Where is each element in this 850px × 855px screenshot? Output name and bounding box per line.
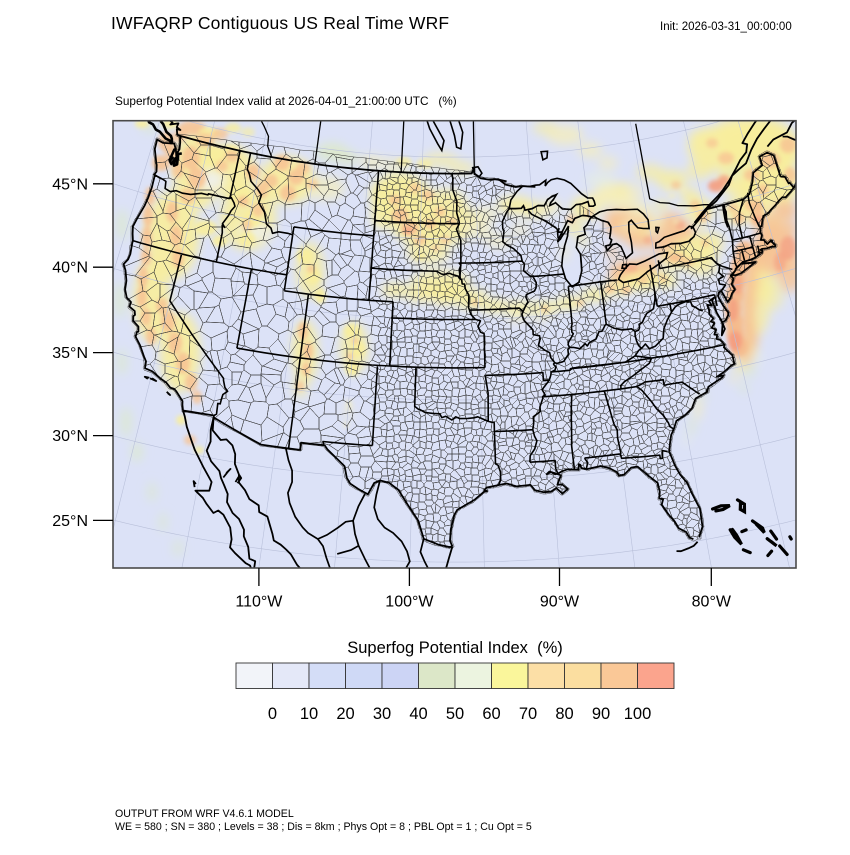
svg-text:Superfog Potential Index (%): Superfog Potential Index (%)	[347, 639, 563, 657]
svg-text:50: 50	[446, 705, 464, 723]
svg-text:40°N: 40°N	[52, 260, 88, 277]
svg-text:90°W: 90°W	[540, 594, 580, 611]
svg-text:100°W: 100°W	[385, 594, 434, 611]
svg-text:10: 10	[300, 705, 318, 723]
svg-text:70: 70	[519, 705, 537, 723]
svg-text:20: 20	[336, 705, 354, 723]
svg-text:60: 60	[482, 705, 500, 723]
svg-text:30°N: 30°N	[52, 428, 88, 445]
svg-text:45°N: 45°N	[52, 176, 88, 193]
svg-text:90: 90	[592, 705, 610, 723]
svg-text:80: 80	[555, 705, 573, 723]
svg-text:25°N: 25°N	[52, 513, 88, 530]
svg-text:0: 0	[268, 705, 277, 723]
svg-text:35°N: 35°N	[52, 345, 88, 362]
svg-text:30: 30	[373, 705, 391, 723]
svg-text:100: 100	[624, 705, 652, 723]
svg-text:80°W: 80°W	[692, 594, 732, 611]
svg-text:110°W: 110°W	[235, 594, 283, 611]
svg-text:40: 40	[409, 705, 427, 723]
